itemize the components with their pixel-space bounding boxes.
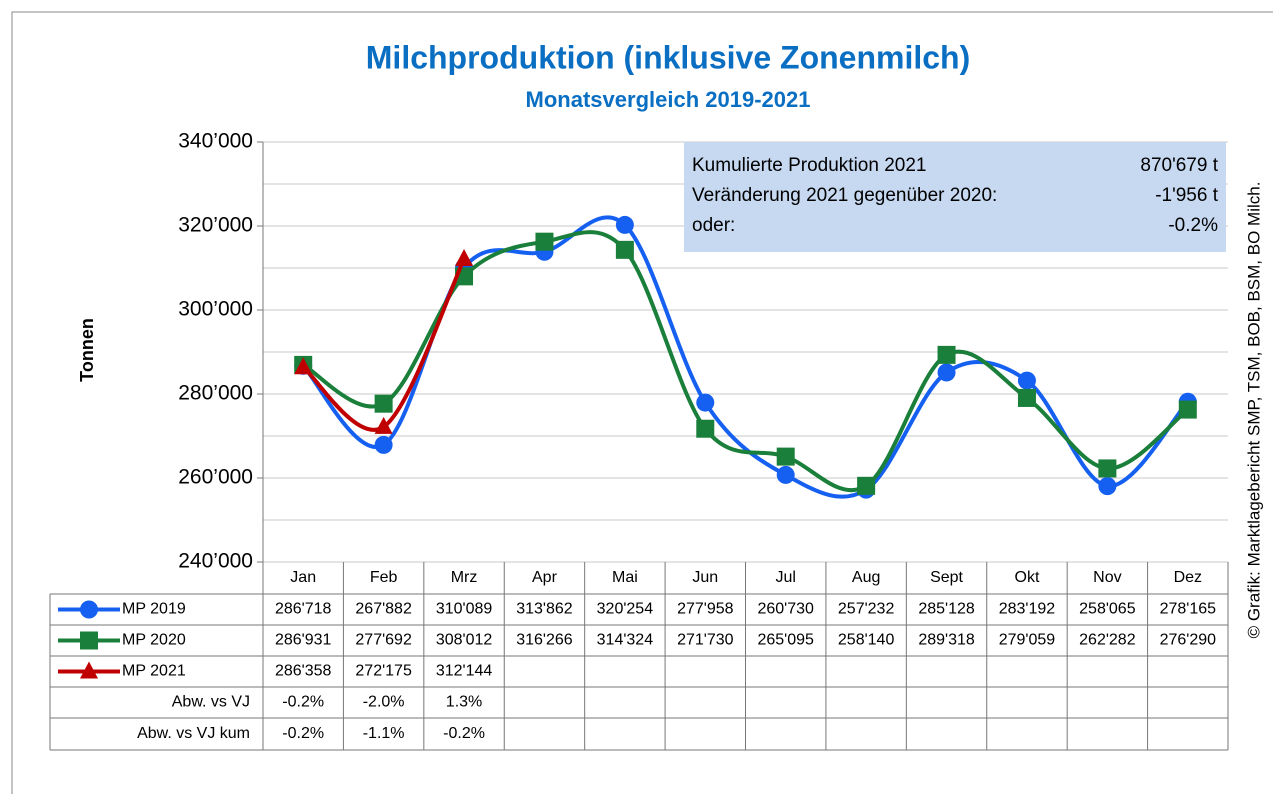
table-cell: -0.2% bbox=[443, 725, 485, 742]
table-row-label: Abw. vs VJ kum bbox=[137, 725, 250, 742]
table-cell: 286'358 bbox=[275, 663, 332, 680]
table-cell: 314'324 bbox=[597, 632, 654, 649]
x-tick-label: Jun bbox=[692, 569, 718, 586]
series-marker bbox=[615, 240, 634, 259]
series-marker bbox=[776, 447, 795, 466]
series-line bbox=[301, 215, 1190, 499]
table-cell: 320'254 bbox=[597, 601, 654, 618]
table-cell: 285'128 bbox=[918, 601, 975, 618]
legend-marker bbox=[80, 600, 98, 619]
table-cell: -1.1% bbox=[363, 725, 405, 742]
table-cell: -2.0% bbox=[363, 694, 405, 711]
table-cell: 308'012 bbox=[436, 632, 493, 649]
series-marker bbox=[776, 465, 795, 484]
series-marker bbox=[937, 363, 956, 382]
legend-marker bbox=[80, 631, 98, 650]
table-cell: 258'140 bbox=[838, 632, 895, 649]
legend-marker bbox=[80, 661, 98, 679]
table-cell: 283'192 bbox=[999, 601, 1056, 618]
annotation-label: Veränderung 2021 gegenüber 2020: bbox=[692, 185, 997, 206]
x-tick-label: Aug bbox=[852, 569, 880, 586]
series-marker bbox=[615, 215, 634, 234]
y-tick-label: 240’000 bbox=[178, 550, 253, 573]
series-marker bbox=[374, 416, 393, 434]
series-marker bbox=[1098, 459, 1117, 478]
chart-title: Milchproduktion (inklusive Zonenmilch) bbox=[366, 39, 970, 75]
y-tick-label: 320’000 bbox=[178, 214, 253, 237]
series-marker bbox=[1017, 371, 1036, 390]
annotation-value: -0.2% bbox=[1168, 215, 1218, 236]
annotation-label: oder: bbox=[692, 215, 735, 236]
series-marker bbox=[696, 419, 715, 438]
annotation-box bbox=[684, 142, 1226, 252]
x-tick-label: Sept bbox=[930, 569, 963, 586]
table-cell: 316'266 bbox=[516, 632, 573, 649]
series-line bbox=[302, 230, 1190, 493]
series-marker bbox=[374, 435, 393, 454]
table-cell: 278'165 bbox=[1160, 601, 1217, 618]
x-tick-label: Nov bbox=[1093, 569, 1121, 586]
table-cell: 257'232 bbox=[838, 601, 895, 618]
y-tick-label: 340’000 bbox=[178, 130, 253, 153]
table-cell: 258'065 bbox=[1079, 601, 1136, 618]
table-cell: 313'862 bbox=[516, 601, 573, 618]
series-marker bbox=[1017, 388, 1036, 407]
x-tick-label: Apr bbox=[532, 569, 558, 586]
x-tick-label: Mai bbox=[612, 569, 638, 586]
table-cell: -0.2% bbox=[282, 725, 324, 742]
x-tick-label: Feb bbox=[370, 569, 398, 586]
table-cell: 277'958 bbox=[677, 601, 734, 618]
table-cell: 286'931 bbox=[275, 632, 332, 649]
table-cell: 260'730 bbox=[757, 601, 814, 618]
table-cell: 286'718 bbox=[275, 601, 332, 618]
series-marker bbox=[937, 345, 956, 364]
table-cell: 271'730 bbox=[677, 632, 734, 649]
legend-label: MP 2019 bbox=[122, 601, 186, 618]
series-marker bbox=[857, 476, 876, 495]
table-cell: 277'692 bbox=[355, 632, 412, 649]
table-cell: 1.3% bbox=[446, 694, 482, 711]
annotation-value: 870'679 t bbox=[1140, 155, 1218, 176]
legend-label: MP 2020 bbox=[122, 632, 186, 649]
y-tick-label: 300’000 bbox=[178, 298, 253, 321]
table-cell: 265'095 bbox=[757, 632, 814, 649]
series-marker bbox=[455, 248, 474, 266]
table-cell: 310'089 bbox=[436, 601, 493, 618]
series-marker bbox=[696, 393, 715, 412]
table-cell: 312'144 bbox=[436, 663, 493, 680]
annotation-value: -1'956 t bbox=[1155, 185, 1219, 206]
source-note: © Grafik: Marktlagebericht SMP, TSM, BOB… bbox=[1244, 182, 1263, 639]
series-marker bbox=[1178, 400, 1197, 419]
table-cell: 272'175 bbox=[355, 663, 412, 680]
table-cell: -0.2% bbox=[282, 694, 324, 711]
legend-label: MP 2021 bbox=[122, 663, 186, 680]
x-tick-label: Dez bbox=[1174, 569, 1202, 586]
chart-subtitle: Monatsvergleich 2019-2021 bbox=[526, 87, 811, 112]
x-tick-label: Mrz bbox=[451, 569, 478, 586]
series-marker bbox=[1098, 477, 1117, 496]
table-cell: 262'282 bbox=[1079, 632, 1136, 649]
series-marker bbox=[535, 232, 554, 251]
table-cell: 289'318 bbox=[918, 632, 975, 649]
x-tick-label: Okt bbox=[1015, 569, 1040, 586]
frame bbox=[11, 11, 1273, 794]
y-axis-label: Tonnen bbox=[77, 318, 97, 382]
x-tick-label: Jan bbox=[290, 569, 316, 586]
annotation-label: Kumulierte Produktion 2021 bbox=[692, 155, 926, 176]
series-marker bbox=[294, 357, 313, 375]
table-cell: 279'059 bbox=[999, 632, 1056, 649]
y-tick-label: 280’000 bbox=[178, 382, 253, 405]
table-row-label: Abw. vs VJ bbox=[172, 694, 250, 711]
series-marker bbox=[374, 394, 393, 413]
x-tick-label: Jul bbox=[775, 569, 795, 586]
table-cell: 267'882 bbox=[355, 601, 412, 618]
table-cell: 276'290 bbox=[1160, 632, 1217, 649]
y-tick-label: 260’000 bbox=[178, 466, 253, 489]
